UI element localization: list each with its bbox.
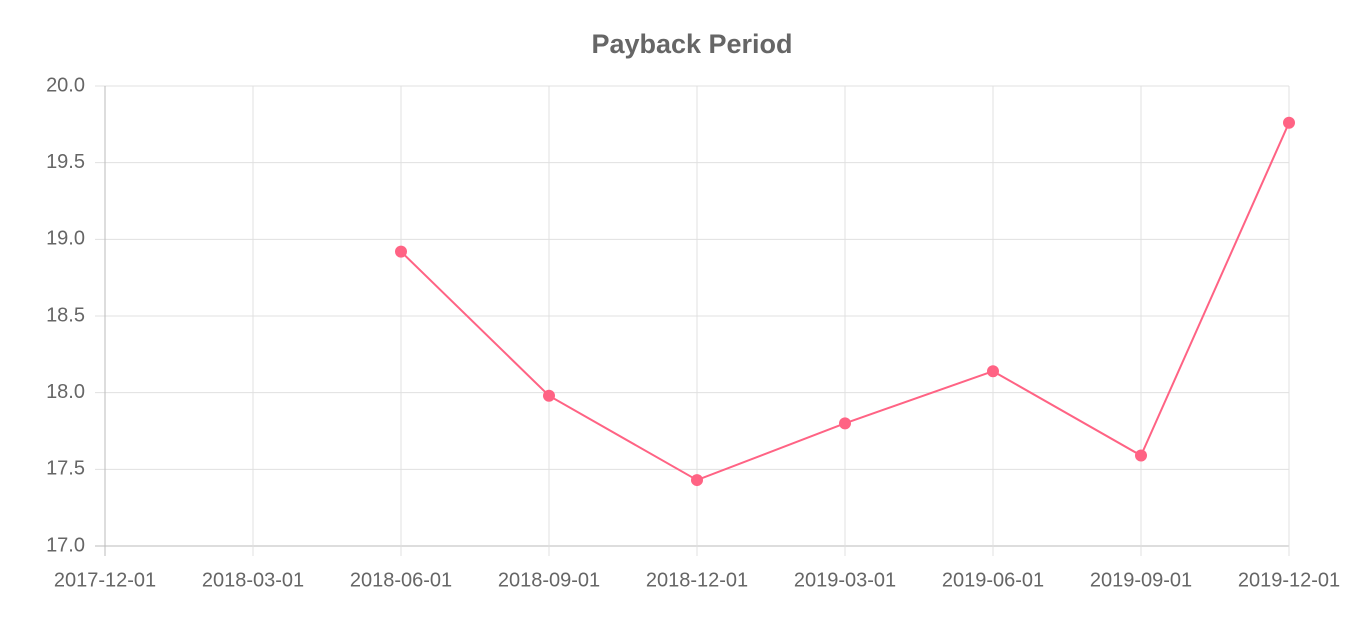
point bbox=[691, 474, 703, 487]
chart-title: Payback Period bbox=[591, 29, 792, 59]
x-tick-label: 2018-12-01 bbox=[646, 569, 748, 591]
x-tick-label: 2018-09-01 bbox=[498, 569, 600, 591]
x-tick-label: 2018-03-01 bbox=[202, 569, 304, 591]
y-tick-label: 19.5 bbox=[46, 151, 85, 173]
y-tick-label: 18.5 bbox=[46, 304, 85, 326]
y-tick-label: 18.0 bbox=[46, 381, 85, 403]
y-tick-label: 17.5 bbox=[46, 458, 85, 480]
x-tick-label: 2019-12-01 bbox=[1238, 569, 1340, 591]
x-tick-label: 2018-06-01 bbox=[350, 569, 452, 591]
y-tick-label: 19.0 bbox=[46, 228, 85, 250]
x-tick-label: 2019-03-01 bbox=[794, 569, 896, 591]
point bbox=[395, 245, 407, 258]
x-tick-label: 2017-12-01 bbox=[54, 569, 156, 591]
y-tick-label: 17.0 bbox=[46, 534, 85, 556]
x-tick-label: 2019-06-01 bbox=[942, 569, 1044, 591]
point bbox=[987, 365, 999, 378]
point bbox=[1283, 116, 1295, 129]
point bbox=[543, 389, 555, 402]
point bbox=[839, 417, 851, 430]
point bbox=[1135, 449, 1147, 462]
x-tick-label: 2019-09-01 bbox=[1090, 569, 1192, 591]
y-tick-label: 20.0 bbox=[46, 74, 85, 96]
